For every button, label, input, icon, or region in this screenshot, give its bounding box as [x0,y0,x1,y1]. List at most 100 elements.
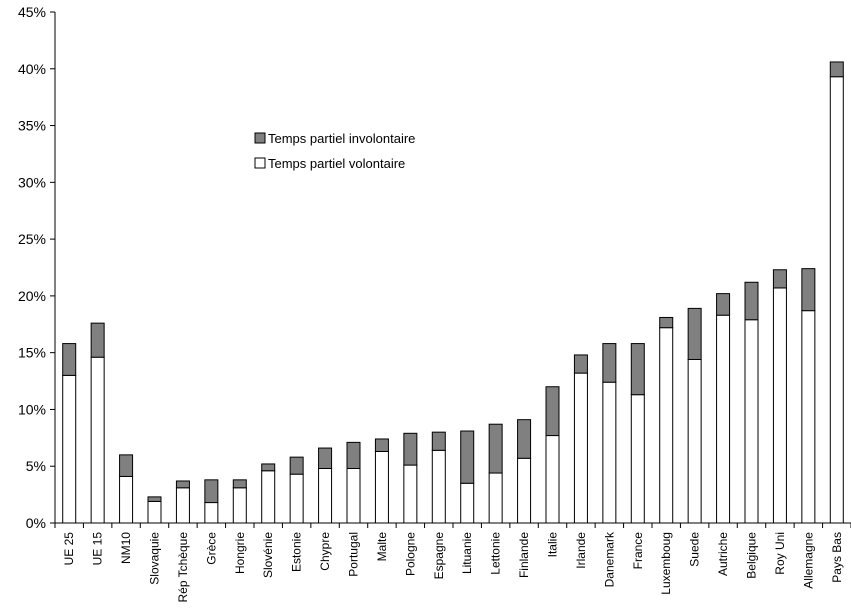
bar-segment-involontaire [687,307,702,360]
x-tick-label: Roy Uni [773,532,787,575]
x-tick-label: NM10 [119,532,133,564]
bar-segment-volontaire [119,475,134,524]
bar-segment-involontaire [374,438,389,452]
x-tick-label: Italie [546,532,560,558]
bar-segment-involontaire [147,496,162,502]
y-tick-label: 30% [18,174,46,190]
legend-label-volontaire: Temps partiel volontaire [268,156,405,171]
bar-segment-volontaire [829,76,844,524]
bar-segment-involontaire [517,419,532,459]
x-tick-label: Belgique [745,532,759,579]
x-tick-label: Rép Tchèque [176,532,190,603]
y-tick-label: 40% [18,61,46,77]
bar-segment-volontaire [659,327,674,524]
bar-segment-involontaire [403,432,418,466]
bar-segment-volontaire [289,473,304,524]
x-tick-label: Luxemboug [659,532,673,595]
bar-segment-volontaire [147,500,162,524]
bar-segment-volontaire [62,374,77,524]
x-tick-label: Allemagne [801,532,815,589]
bar-segment-volontaire [232,487,247,524]
bar-segment-volontaire [573,372,588,524]
y-tick-label: 0% [26,515,46,531]
bar-segment-involontaire [659,316,674,329]
chart-legend: Temps partiel involontaire Temps partiel… [254,131,415,171]
bar-segment-volontaire [801,310,816,524]
bar-segment-volontaire [318,467,333,524]
x-tick-label: Finlande [517,532,531,578]
x-tick-label: UE 15 [91,532,105,566]
bar-segment-volontaire [488,472,503,524]
x-tick-label: Espagne [432,532,446,580]
bar-segment-involontaire [772,269,787,289]
bar-segment-involontaire [204,479,219,504]
x-tick-label: Suede [688,532,702,567]
bar-segment-volontaire [175,487,190,524]
x-tick-label: Portugal [347,532,361,577]
chart-bars [62,61,844,524]
y-tick-label: 45% [18,4,46,20]
bar-segment-involontaire [90,322,105,358]
legend-swatch-volontaire [254,157,266,169]
bar-segment-involontaire [602,343,617,383]
x-tick-label: Lettonie [489,532,503,575]
bar-segment-volontaire [545,435,560,524]
bar-segment-volontaire [517,457,532,524]
bar-segment-volontaire [431,449,446,524]
bar-segment-involontaire [318,447,333,469]
bar-segment-volontaire [90,356,105,524]
x-tick-label: Danemark [602,531,616,587]
y-tick-label: 25% [18,231,46,247]
bar-segment-involontaire [261,463,276,472]
bar-segment-involontaire [175,480,190,489]
bar-segment-involontaire [460,430,475,484]
legend-label-involontaire: Temps partiel involontaire [268,131,415,146]
x-tick-label: Grèce [204,532,218,565]
bar-segment-volontaire [602,381,617,524]
y-tick-label: 20% [18,288,46,304]
y-tick-label: 15% [18,345,46,361]
bar-segment-involontaire [62,343,77,376]
bar-segment-volontaire [772,287,787,524]
y-tick-label: 35% [18,118,46,134]
x-tick-label: Hongrie [233,532,247,574]
bar-segment-involontaire [573,354,588,374]
bar-segment-involontaire [289,456,304,475]
x-tick-label: Malte [375,532,389,562]
bar-segment-involontaire [488,423,503,474]
x-tick-label: France [631,532,645,570]
bar-segment-involontaire [545,386,560,437]
bar-segment-volontaire [716,314,731,524]
x-tick-label: Pologne [403,532,417,576]
chart-axes: 0% 5% 10% 15% 20% 25% 30% 35% 40% 45% UE 25 UE 15 NM… [18,4,851,603]
x-tick-label: Lituanie [460,532,474,574]
bar-segment-volontaire [374,450,389,524]
bar-segment-volontaire [403,464,418,524]
x-tick-label: Chypre [318,532,332,571]
x-tick-label: Slovaquie [148,532,162,585]
x-tick-label: Autriche [716,532,730,576]
bar-segment-involontaire [630,343,645,396]
bar-segment-involontaire [431,431,446,451]
bar-segment-volontaire [204,502,219,524]
x-tick-label: Estonie [290,532,304,572]
x-tick-label: Slovénie [261,532,275,578]
bar-segment-involontaire [829,61,844,78]
x-tick-label: Irlande [574,532,588,569]
bar-segment-involontaire [744,281,759,321]
bar-segment-volontaire [687,358,702,524]
x-tick-label: UE 25 [62,532,76,566]
bar-segment-volontaire [744,319,759,524]
y-tick-label: 10% [18,401,46,417]
bar-segment-involontaire [346,441,361,469]
legend-swatch-involontaire [254,132,266,144]
bar-segment-involontaire [119,454,134,477]
bar-segment-volontaire [346,467,361,524]
x-tick-label: Pays Bas [830,532,844,583]
bar-segment-involontaire [232,479,247,489]
bar-segment-involontaire [801,268,816,312]
bar-segment-involontaire [716,293,731,316]
y-tick-label: 5% [26,458,46,474]
bar-segment-volontaire [460,482,475,524]
